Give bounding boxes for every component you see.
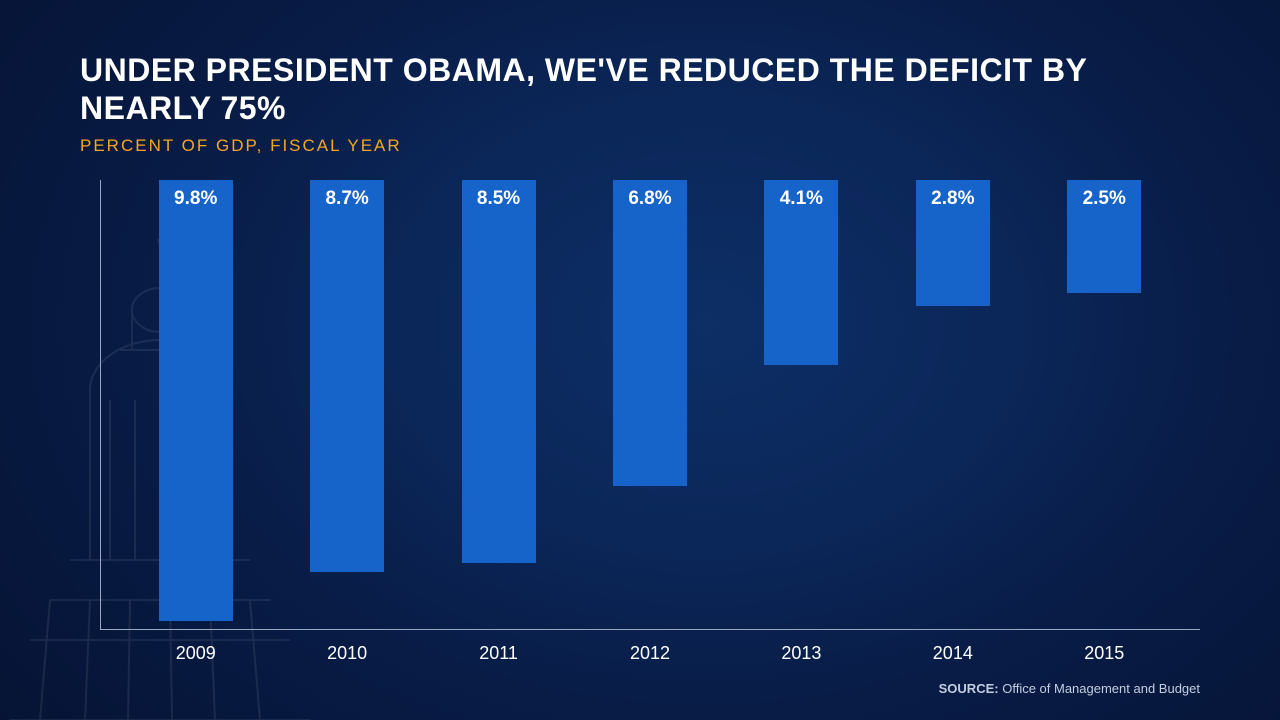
chart-subtitle: PERCENT OF GDP, FISCAL YEAR bbox=[80, 136, 1200, 156]
bar: 9.8% bbox=[159, 180, 233, 621]
bar: 2.8% bbox=[916, 180, 990, 306]
bar-value-label: 4.1% bbox=[764, 188, 838, 210]
bar-value-label: 8.7% bbox=[310, 188, 384, 210]
x-axis-label: 2011 bbox=[423, 643, 574, 664]
bar: 8.7% bbox=[310, 180, 384, 572]
bar-slot: 8.5% bbox=[423, 180, 574, 630]
source-text: Office of Management and Budget bbox=[1002, 681, 1200, 696]
x-labels-container: 2009201020112012201320142015 bbox=[100, 643, 1200, 664]
bar-value-label: 2.8% bbox=[916, 188, 990, 210]
bar-slot: 6.8% bbox=[574, 180, 725, 630]
bars-container: 9.8% 8.7% 8.5% 6.8% 4.1% 2.8% 2.5% bbox=[100, 180, 1200, 630]
content-area: UNDER PRESIDENT OBAMA, WE'VE REDUCED THE… bbox=[0, 0, 1280, 720]
source-label: SOURCE: bbox=[939, 681, 999, 696]
bar: 6.8% bbox=[613, 180, 687, 486]
chart: 9.8%8.7%8.5%6.8%4.1%2.8%2.5% 20092010201… bbox=[100, 180, 1200, 630]
x-axis-label: 2009 bbox=[120, 643, 271, 664]
bar-slot: 9.8% bbox=[120, 180, 271, 630]
source-attribution: SOURCE: Office of Management and Budget bbox=[939, 681, 1200, 696]
bar-value-label: 6.8% bbox=[613, 188, 687, 210]
bar-slot: 2.5% bbox=[1029, 180, 1180, 630]
x-axis-label: 2010 bbox=[271, 643, 422, 664]
x-axis-label: 2014 bbox=[877, 643, 1028, 664]
bar: 2.5% bbox=[1067, 180, 1141, 293]
x-axis-label: 2013 bbox=[726, 643, 877, 664]
x-axis-label: 2012 bbox=[574, 643, 725, 664]
chart-title: UNDER PRESIDENT OBAMA, WE'VE REDUCED THE… bbox=[80, 52, 1200, 128]
bar-slot: 8.7% bbox=[271, 180, 422, 630]
x-axis-label: 2015 bbox=[1029, 643, 1180, 664]
bar-value-label: 8.5% bbox=[462, 188, 536, 210]
bar-slot: 4.1% bbox=[726, 180, 877, 630]
bar-slot: 2.8% bbox=[877, 180, 1028, 630]
bar: 8.5% bbox=[462, 180, 536, 563]
bar-value-label: 2.5% bbox=[1067, 188, 1141, 210]
bar: 4.1% bbox=[764, 180, 838, 365]
bar-value-label: 9.8% bbox=[159, 188, 233, 210]
